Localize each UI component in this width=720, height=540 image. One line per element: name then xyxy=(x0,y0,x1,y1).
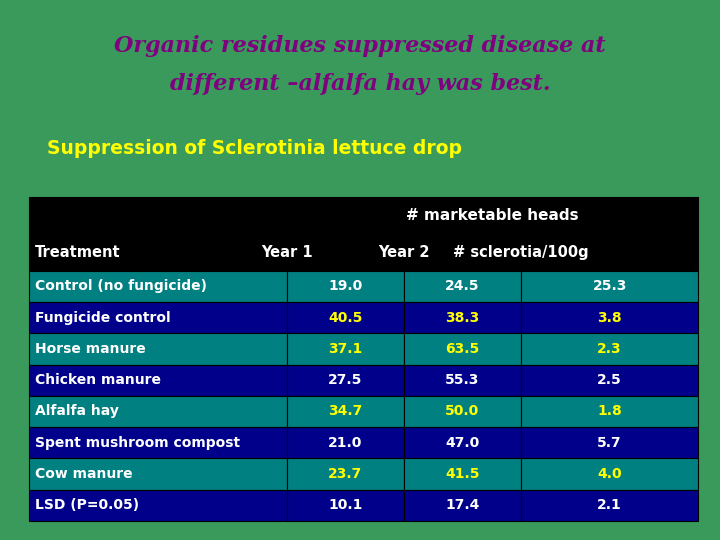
Text: Spent mushroom compost: Spent mushroom compost xyxy=(35,436,240,450)
Text: Year 1: Year 1 xyxy=(261,245,312,260)
Text: 34.7: 34.7 xyxy=(328,404,362,418)
Text: 41.5: 41.5 xyxy=(445,467,480,481)
Text: 23.7: 23.7 xyxy=(328,467,362,481)
Text: 24.5: 24.5 xyxy=(445,279,480,293)
Text: Fungicide control: Fungicide control xyxy=(35,310,170,325)
FancyBboxPatch shape xyxy=(29,364,287,396)
FancyBboxPatch shape xyxy=(29,197,287,234)
Text: 63.5: 63.5 xyxy=(445,342,480,356)
Text: 27.5: 27.5 xyxy=(328,373,362,387)
Text: 2.1: 2.1 xyxy=(598,498,622,512)
Text: 19.0: 19.0 xyxy=(328,279,362,293)
Text: 55.3: 55.3 xyxy=(445,373,480,387)
Text: Chicken manure: Chicken manure xyxy=(35,373,161,387)
FancyBboxPatch shape xyxy=(287,364,404,396)
FancyBboxPatch shape xyxy=(521,302,698,333)
FancyBboxPatch shape xyxy=(29,458,287,490)
FancyBboxPatch shape xyxy=(287,396,404,427)
Text: # sclerotia/100g: # sclerotia/100g xyxy=(453,245,589,260)
Text: Treatment: Treatment xyxy=(35,245,120,260)
FancyBboxPatch shape xyxy=(29,302,287,333)
FancyBboxPatch shape xyxy=(287,197,698,234)
Text: LSD (P=0.05): LSD (P=0.05) xyxy=(35,498,139,512)
Text: Suppression of Sclerotinia lettuce drop: Suppression of Sclerotinia lettuce drop xyxy=(47,139,462,158)
FancyBboxPatch shape xyxy=(404,302,521,333)
Text: 5.7: 5.7 xyxy=(598,436,622,450)
FancyBboxPatch shape xyxy=(287,458,404,490)
FancyBboxPatch shape xyxy=(404,427,521,458)
Text: 3.8: 3.8 xyxy=(598,310,622,325)
Text: Year 2: Year 2 xyxy=(378,245,430,260)
FancyBboxPatch shape xyxy=(287,302,404,333)
FancyBboxPatch shape xyxy=(29,234,287,271)
FancyBboxPatch shape xyxy=(521,271,698,302)
Text: different –alfalfa hay was best.: different –alfalfa hay was best. xyxy=(170,73,550,94)
FancyBboxPatch shape xyxy=(404,234,521,271)
FancyBboxPatch shape xyxy=(404,364,521,396)
FancyBboxPatch shape xyxy=(404,490,521,521)
FancyBboxPatch shape xyxy=(521,333,698,365)
Text: 38.3: 38.3 xyxy=(445,310,480,325)
FancyBboxPatch shape xyxy=(404,396,521,427)
FancyBboxPatch shape xyxy=(287,333,404,365)
FancyBboxPatch shape xyxy=(521,427,698,458)
FancyBboxPatch shape xyxy=(29,333,287,365)
FancyBboxPatch shape xyxy=(29,427,287,458)
FancyBboxPatch shape xyxy=(521,490,698,521)
Text: 37.1: 37.1 xyxy=(328,342,362,356)
FancyBboxPatch shape xyxy=(287,234,404,271)
Text: 10.1: 10.1 xyxy=(328,498,362,512)
Text: Control (no fungicide): Control (no fungicide) xyxy=(35,279,207,293)
Text: Horse manure: Horse manure xyxy=(35,342,145,356)
FancyBboxPatch shape xyxy=(287,427,404,458)
Text: 2.3: 2.3 xyxy=(598,342,622,356)
Text: Organic residues suppressed disease at: Organic residues suppressed disease at xyxy=(114,35,606,57)
FancyBboxPatch shape xyxy=(29,490,287,521)
Text: 47.0: 47.0 xyxy=(445,436,480,450)
Text: 4.0: 4.0 xyxy=(598,467,622,481)
Text: 21.0: 21.0 xyxy=(328,436,362,450)
Text: Alfalfa hay: Alfalfa hay xyxy=(35,404,118,418)
Text: 2.5: 2.5 xyxy=(598,373,622,387)
Text: 1.8: 1.8 xyxy=(598,404,622,418)
Text: 17.4: 17.4 xyxy=(445,498,480,512)
Text: # marketable heads: # marketable heads xyxy=(406,208,579,223)
FancyBboxPatch shape xyxy=(29,396,287,427)
Text: 40.5: 40.5 xyxy=(328,310,362,325)
Text: 25.3: 25.3 xyxy=(593,279,627,293)
FancyBboxPatch shape xyxy=(287,271,404,302)
FancyBboxPatch shape xyxy=(404,458,521,490)
FancyBboxPatch shape xyxy=(521,458,698,490)
FancyBboxPatch shape xyxy=(404,271,521,302)
FancyBboxPatch shape xyxy=(521,364,698,396)
Text: 50.0: 50.0 xyxy=(445,404,480,418)
FancyBboxPatch shape xyxy=(29,271,287,302)
FancyBboxPatch shape xyxy=(404,333,521,365)
FancyBboxPatch shape xyxy=(521,396,698,427)
FancyBboxPatch shape xyxy=(521,234,698,271)
Text: Cow manure: Cow manure xyxy=(35,467,132,481)
FancyBboxPatch shape xyxy=(287,490,404,521)
